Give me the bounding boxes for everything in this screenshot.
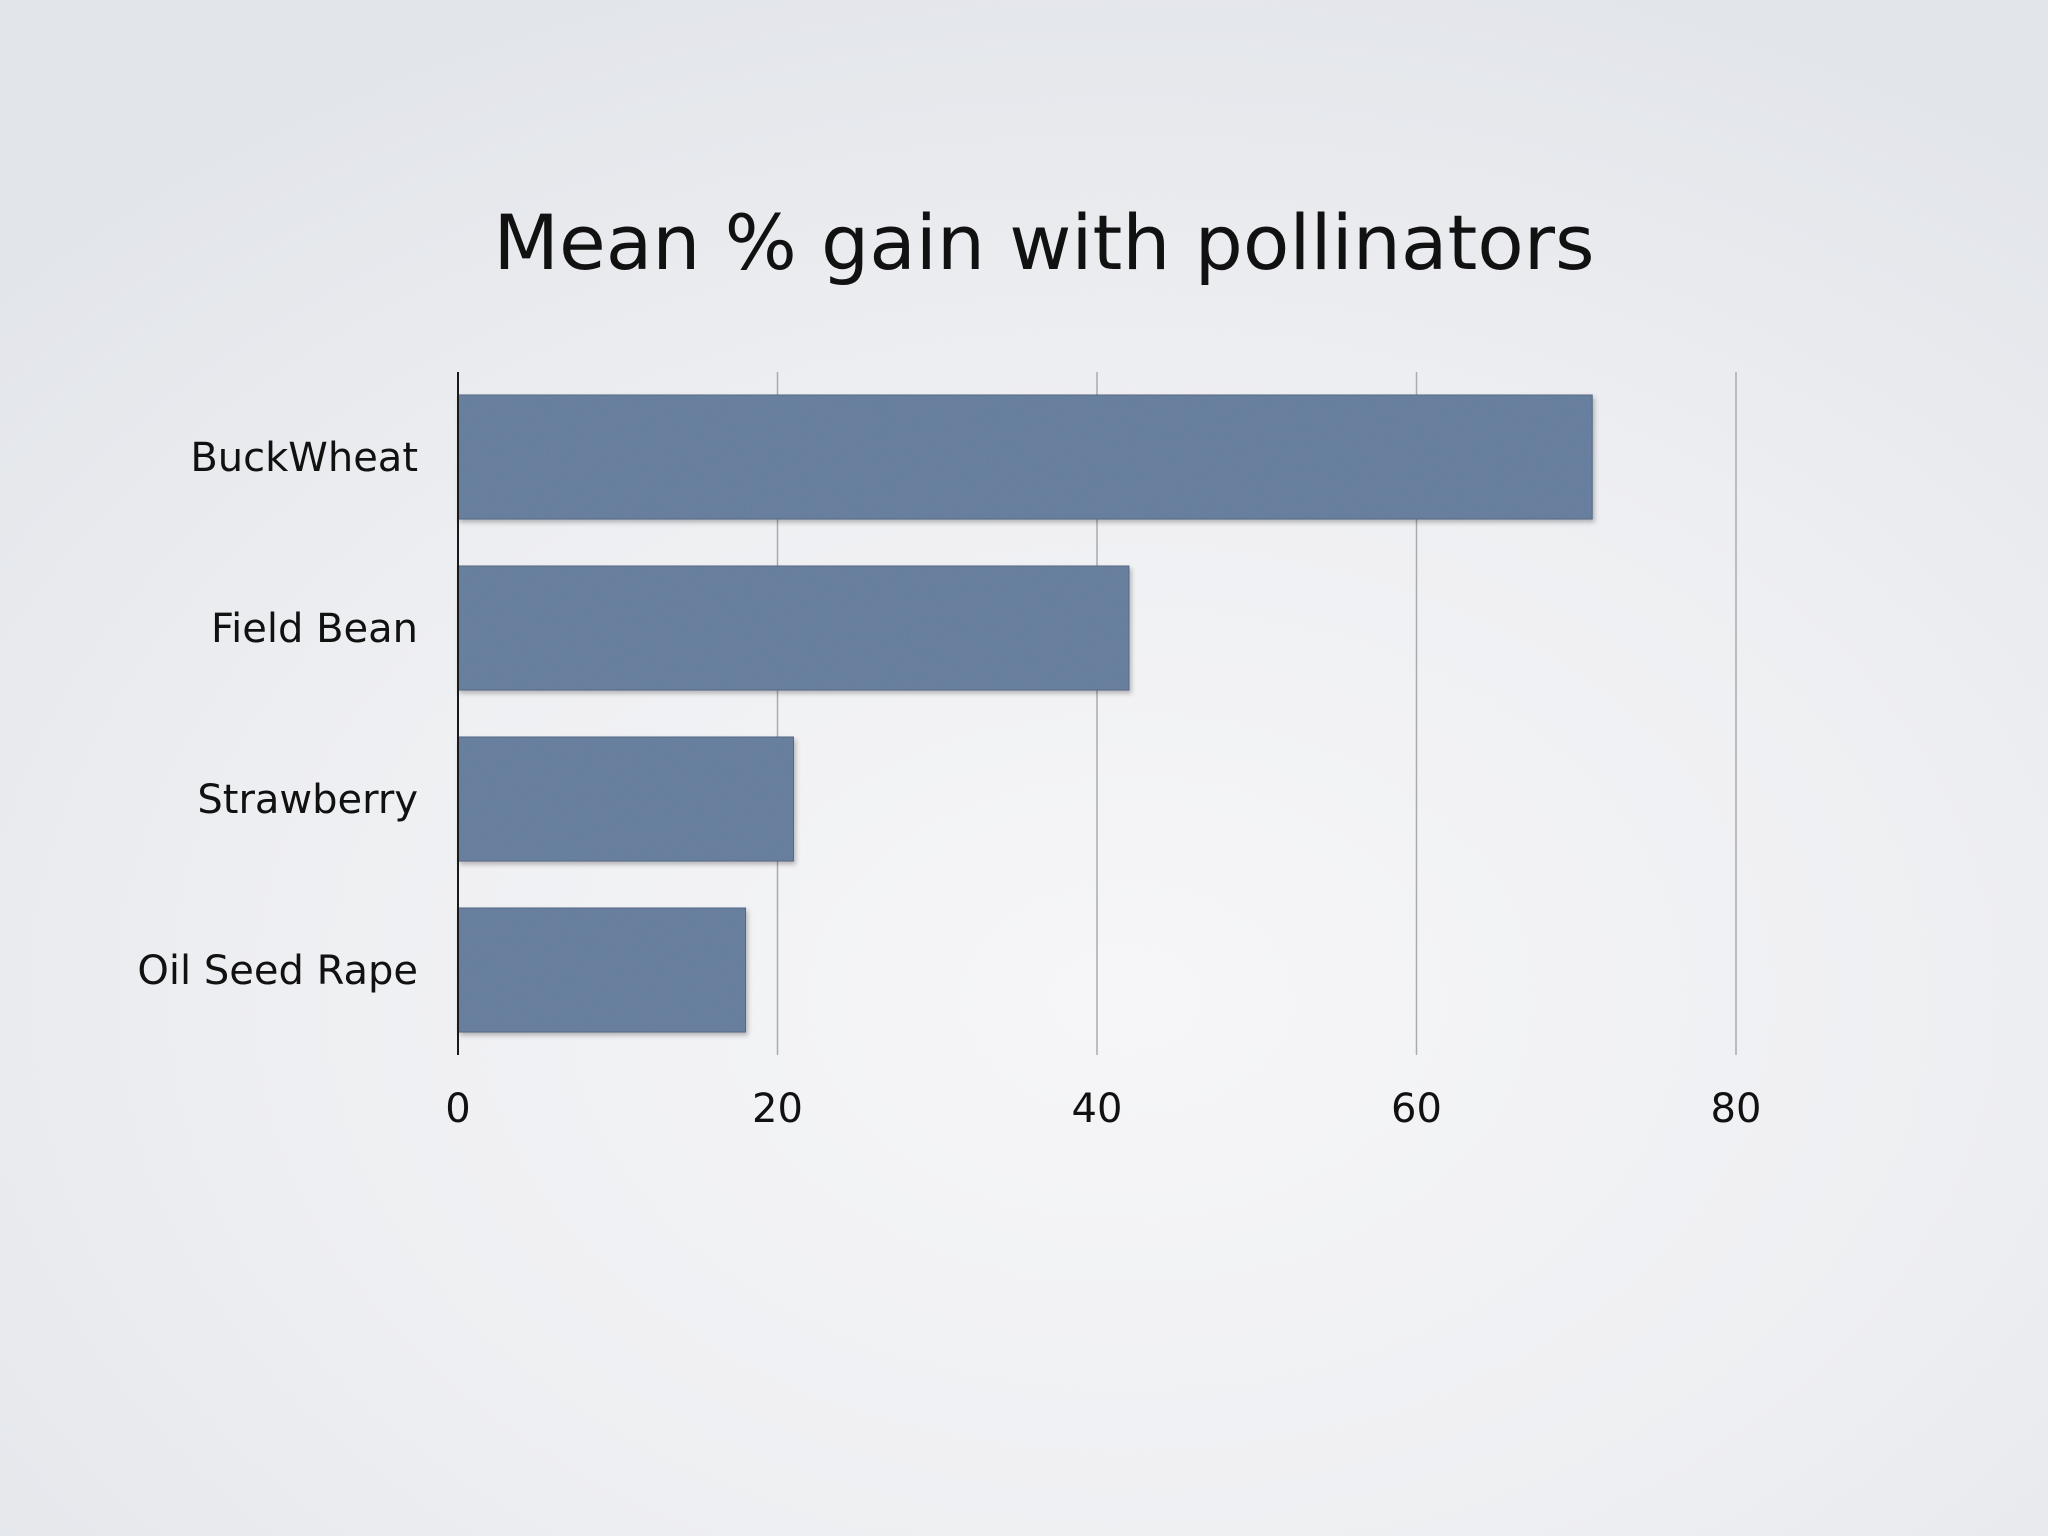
x-tick-label-0: 0 bbox=[445, 1086, 470, 1132]
x-tick-label-60: 60 bbox=[1391, 1086, 1442, 1132]
x-tick-label-80: 80 bbox=[1711, 1086, 1762, 1132]
bar-field-bean bbox=[457, 565, 1130, 691]
category-labels: BuckWheat Field Bean Strawberry Oil Seed Ra… bbox=[137, 435, 418, 994]
x-tick-label-40: 40 bbox=[1072, 1086, 1123, 1132]
category-label: Strawberry bbox=[197, 777, 418, 823]
tick-labels: 0 20 40 60 80 bbox=[445, 1086, 1761, 1132]
category-label: Oil Seed Rape bbox=[137, 948, 418, 994]
x-tick-label-20: 20 bbox=[752, 1086, 803, 1132]
chart-title: Mean % gain with pollinators bbox=[493, 198, 1595, 287]
bar-oil-seed-rape bbox=[457, 907, 747, 1033]
bar-buckwheat bbox=[457, 394, 1593, 520]
bar-strawberry bbox=[457, 736, 794, 862]
category-label: BuckWheat bbox=[190, 435, 418, 481]
bars bbox=[457, 394, 1593, 1033]
category-label: Field Bean bbox=[211, 606, 418, 652]
